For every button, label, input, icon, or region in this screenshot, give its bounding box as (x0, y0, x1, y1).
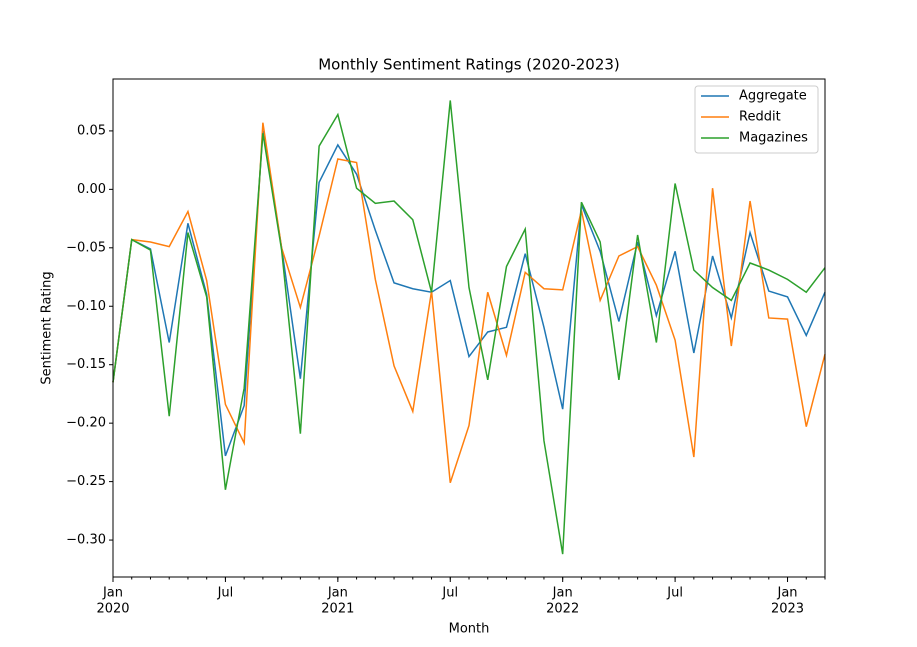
y-tick-label: −0.15 (66, 357, 106, 372)
chart-title: Monthly Sentiment Ratings (2020-2023) (318, 56, 620, 74)
x-tick-label: Jan (102, 586, 123, 601)
y-tick-label: −0.05 (66, 240, 106, 255)
legend: Aggregate Reddit Magazines (694, 85, 819, 154)
x-tick-label: 2020 (96, 602, 129, 617)
x-tick-label: 2022 (546, 602, 579, 617)
x-tick-label: 2023 (771, 602, 804, 617)
x-tick-label: Jan (327, 586, 348, 601)
x-axis-label: Month (449, 622, 490, 637)
x-tick-label: 2021 (321, 602, 354, 617)
y-axis-label: Sentiment Rating (40, 271, 55, 384)
x-tick-label: Jul (217, 586, 234, 601)
y-tick-label: −0.30 (66, 533, 106, 548)
y-tick-label: −0.20 (66, 416, 106, 431)
x-tick-label: Jan (552, 586, 573, 601)
legend-label: Aggregate (739, 89, 807, 104)
x-tick-label: Jul (666, 586, 683, 601)
legend-box (694, 85, 819, 154)
x-tick-label: Jan (777, 586, 798, 601)
y-tick-label: 0.00 (77, 182, 106, 197)
legend-label: Magazines (739, 131, 808, 146)
legend-label: Reddit (739, 110, 781, 125)
x-tick-label: Jul (441, 586, 458, 601)
y-tick-label: −0.25 (66, 474, 106, 489)
data-line (112, 130, 826, 457)
data-line (112, 122, 826, 484)
y-tick-label: 0.05 (77, 123, 106, 138)
data-line (112, 100, 826, 555)
plot-frame (112, 78, 826, 578)
y-tick-label: −0.10 (66, 299, 106, 314)
